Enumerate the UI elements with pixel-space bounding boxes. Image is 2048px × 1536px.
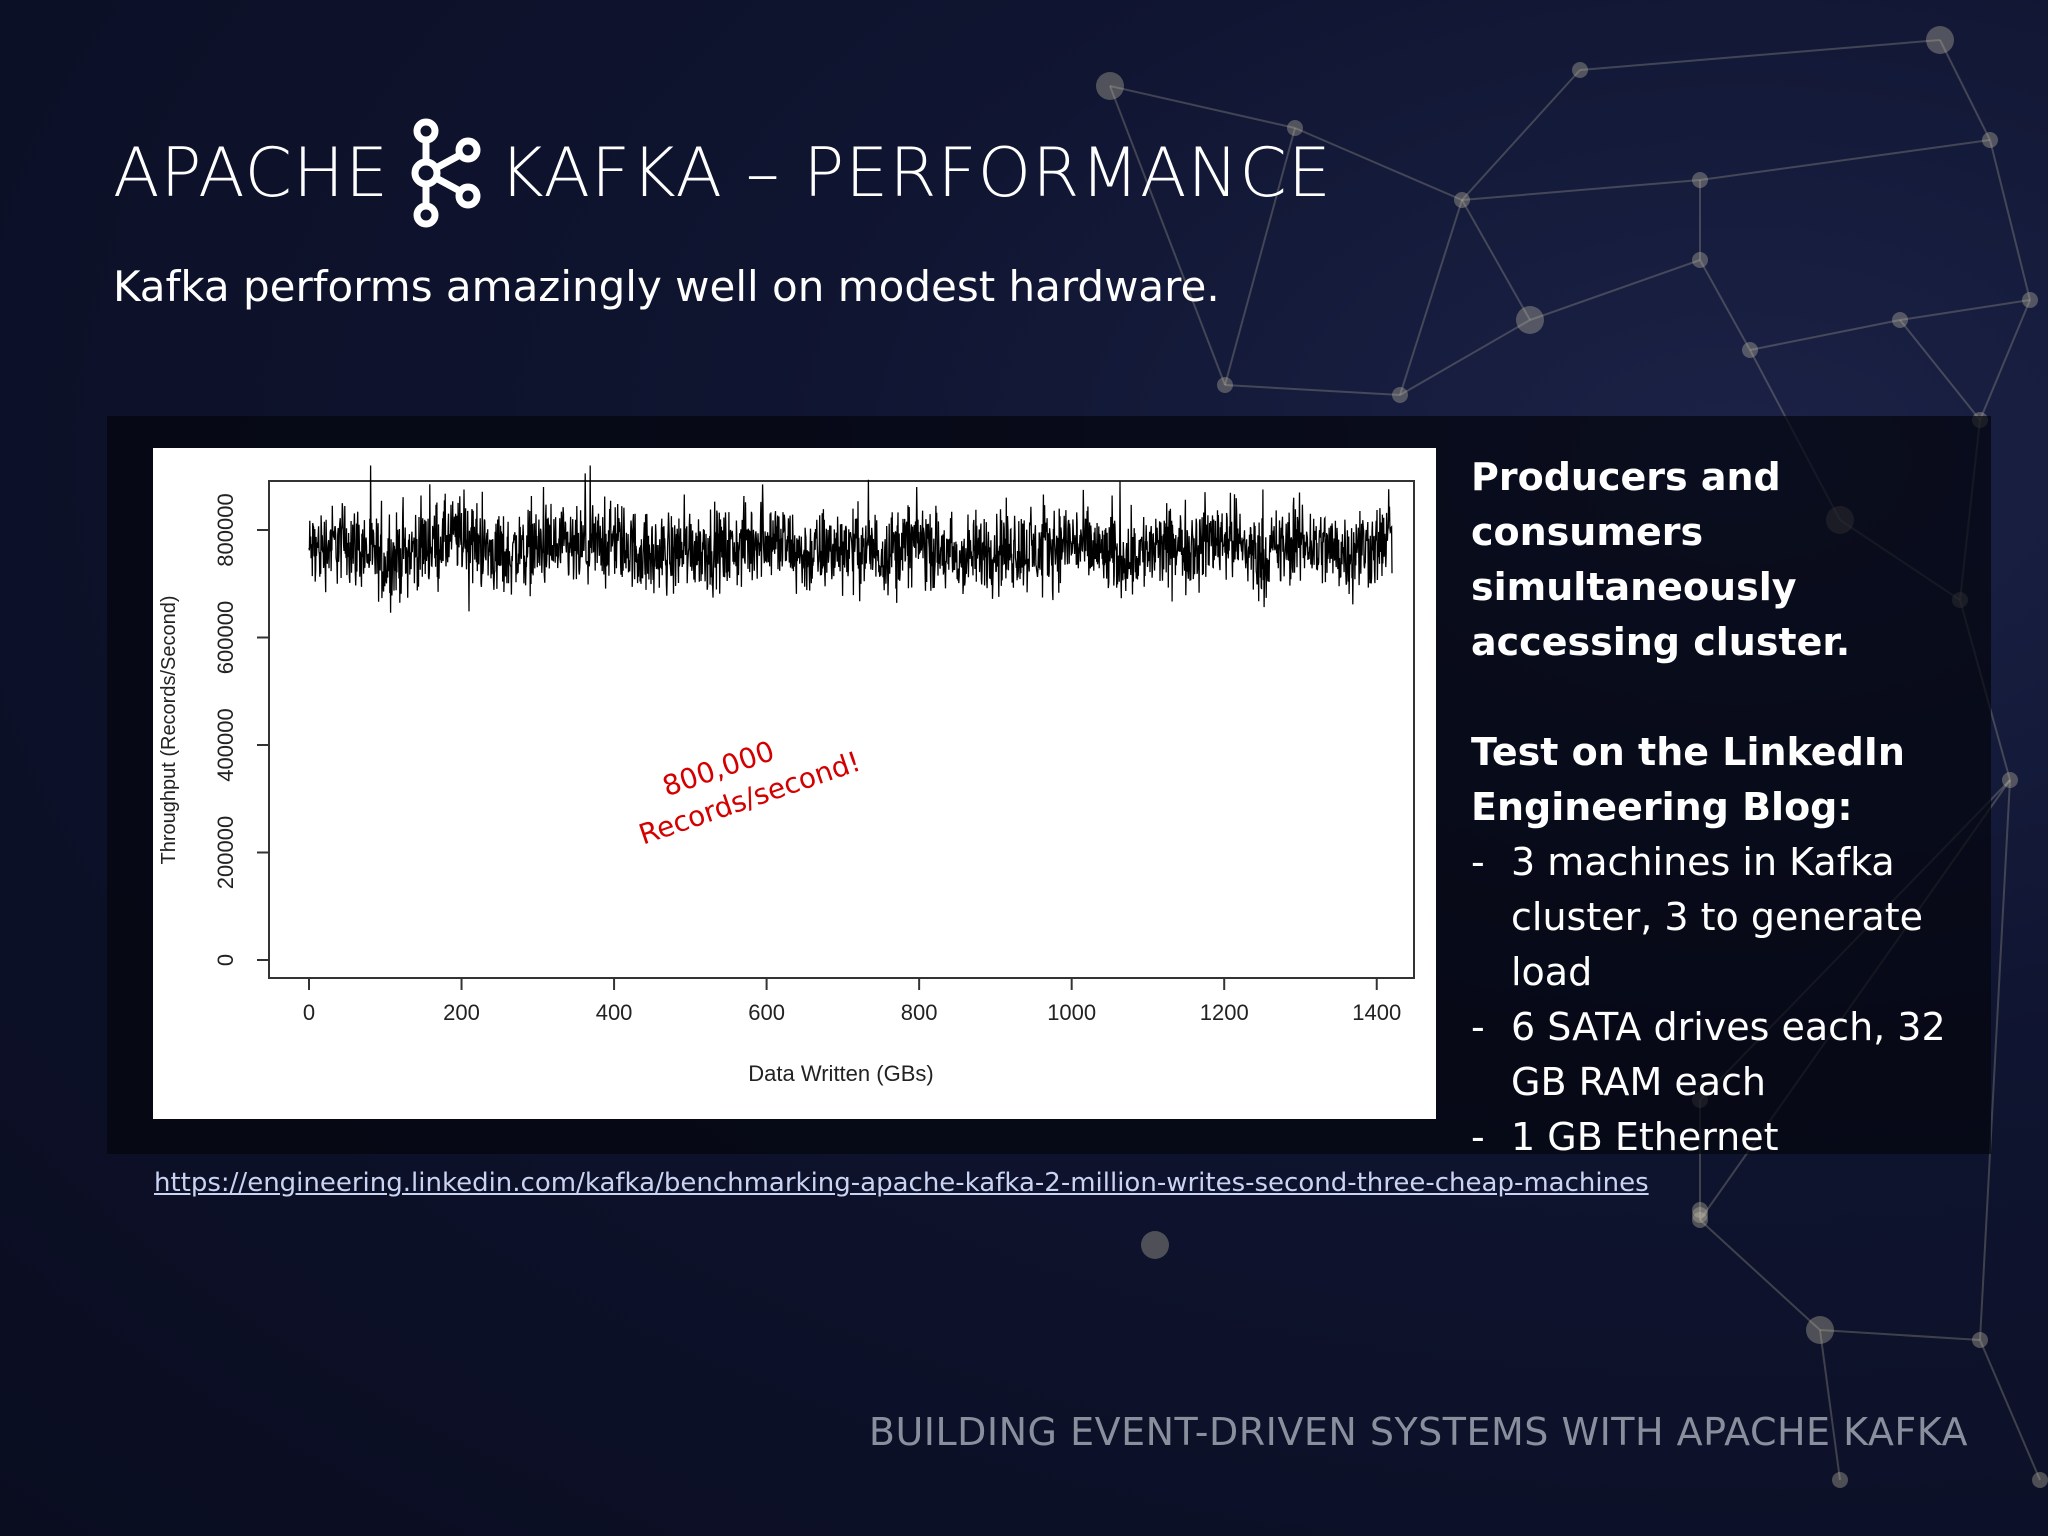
network-edge [1294, 127, 1463, 201]
network-node [1692, 1207, 1708, 1223]
network-edge [1819, 1329, 1841, 1481]
chart-svg: 0 200 400 600 800 1000 1200 1400 0 200000 400000 60… [158, 465, 1415, 1086]
x-tick-label: 800 [901, 1000, 938, 1025]
network-edge [1461, 69, 1581, 201]
slide-title: APACHE KAFKA – PERFORMANCE [113, 118, 1332, 228]
network-node [1692, 172, 1708, 188]
network-edge [1899, 299, 2031, 321]
network-node [2022, 292, 2038, 308]
network-node [1454, 192, 1470, 208]
slide-subtitle: Kafka performs amazingly well on modest … [113, 262, 1220, 311]
network-edge [1699, 139, 1991, 181]
network-node [1096, 72, 1124, 100]
kafka-logo-icon [411, 118, 481, 228]
notes-subheading: Test on the LinkedIn Engineering Blog: [1471, 730, 1905, 829]
annotation: 800,000 Records/second! [635, 734, 865, 851]
network-node [1982, 132, 1998, 148]
source-link[interactable]: https://engineering.linkedin.com/kafka/b… [154, 1168, 1649, 1198]
network-node [1692, 252, 1708, 268]
x-axis-label: Data Written (GBs) [748, 1061, 933, 1086]
bullet-text: 6 SATA drives each, 32 GB RAM each [1511, 1005, 1946, 1104]
x-tick-label: 400 [596, 1000, 633, 1025]
network-node [1972, 1332, 1988, 1348]
bullet-dash: - [1471, 840, 1485, 884]
network-edge [1529, 259, 1701, 321]
list-item: -1 GB Ethernet [1471, 1110, 1991, 1165]
network-edge [1461, 179, 1701, 201]
network-node [1217, 377, 1233, 393]
notes-list: -3 machines in Kafka cluster, 3 to gener… [1471, 835, 1991, 1165]
x-tick-label: 1000 [1047, 1000, 1096, 1025]
list-item: -6 SATA drives each, 32 GB RAM each [1471, 1000, 1991, 1110]
network-edge [1461, 199, 1531, 321]
list-item: -3 machines in Kafka cluster, 3 to gener… [1471, 835, 1991, 1000]
title-kafka-performance: KAFKA – PERFORMANCE [499, 133, 1332, 213]
network-edge [1224, 127, 1296, 386]
network-node [1892, 312, 1908, 328]
slide-footer: BUILDING EVENT-DRIVEN SYSTEMS WITH APACH… [868, 1410, 1968, 1454]
y-tick-label: 400000 [213, 708, 238, 781]
y-tick-label: 0 [213, 954, 238, 966]
throughput-chart: 0 200 400 600 800 1000 1200 1400 0 200000 400000 60… [153, 448, 1436, 1119]
network-node [1692, 1202, 1708, 1218]
network-edge [1699, 259, 1751, 351]
network-edge [1399, 319, 1531, 396]
y-tick-label: 200000 [213, 816, 238, 889]
network-node [1926, 26, 1954, 54]
network-node [1832, 1472, 1848, 1488]
series-layer [308, 465, 1393, 613]
bullet-dash: - [1471, 1115, 1485, 1159]
network-edge [1819, 1329, 1981, 1341]
network-edge [1979, 299, 2031, 421]
network-edge [1989, 139, 2031, 301]
network-edge [1224, 384, 1401, 396]
title-apache: APACHE [113, 133, 390, 213]
y-axis-label: Throughput (Records/Second) [158, 595, 180, 864]
y-tick-label: 800000 [213, 493, 238, 566]
network-node [1516, 306, 1544, 334]
network-edge [1399, 199, 1463, 396]
x-tick-label: 600 [748, 1000, 785, 1025]
network-edge [1939, 39, 1991, 141]
x-tick-label: 1200 [1200, 1000, 1249, 1025]
network-edge [1979, 1339, 2041, 1481]
network-edge [1579, 39, 1941, 71]
network-edge [1749, 319, 1901, 351]
network-node [1692, 1212, 1708, 1228]
bullet-text: 3 machines in Kafka cluster, 3 to genera… [1511, 840, 1924, 994]
throughput-series-line [308, 465, 1393, 613]
notes-heading: Producers and consumers simultaneously a… [1471, 455, 1851, 664]
network-node [1392, 387, 1408, 403]
bullet-text: 1 GB Ethernet [1511, 1115, 1779, 1159]
network-edge [1979, 779, 2011, 1341]
network-edge [1699, 1219, 1821, 1331]
x-tick-label: 200 [443, 1000, 480, 1025]
network-node [1572, 62, 1588, 78]
network-node [1141, 1231, 1169, 1259]
y-tick-label: 600000 [213, 601, 238, 674]
network-node [2002, 772, 2018, 788]
network-node [1287, 120, 1303, 136]
network-node [2032, 1472, 2048, 1488]
bullet-dash: - [1471, 1005, 1485, 1049]
network-edge [1109, 85, 1226, 386]
network-edge [1899, 319, 1981, 421]
x-tick-label: 0 [303, 1000, 315, 1025]
network-edge [1109, 85, 1296, 129]
network-node [1742, 342, 1758, 358]
benchmark-notes: Producers and consumers simultaneously a… [1471, 450, 1991, 1165]
axis-layer: 0 200 400 600 800 1000 1200 1400 0 200000 400000 60… [213, 493, 1401, 1025]
x-tick-label: 1400 [1352, 1000, 1401, 1025]
network-node [1806, 1316, 1834, 1344]
